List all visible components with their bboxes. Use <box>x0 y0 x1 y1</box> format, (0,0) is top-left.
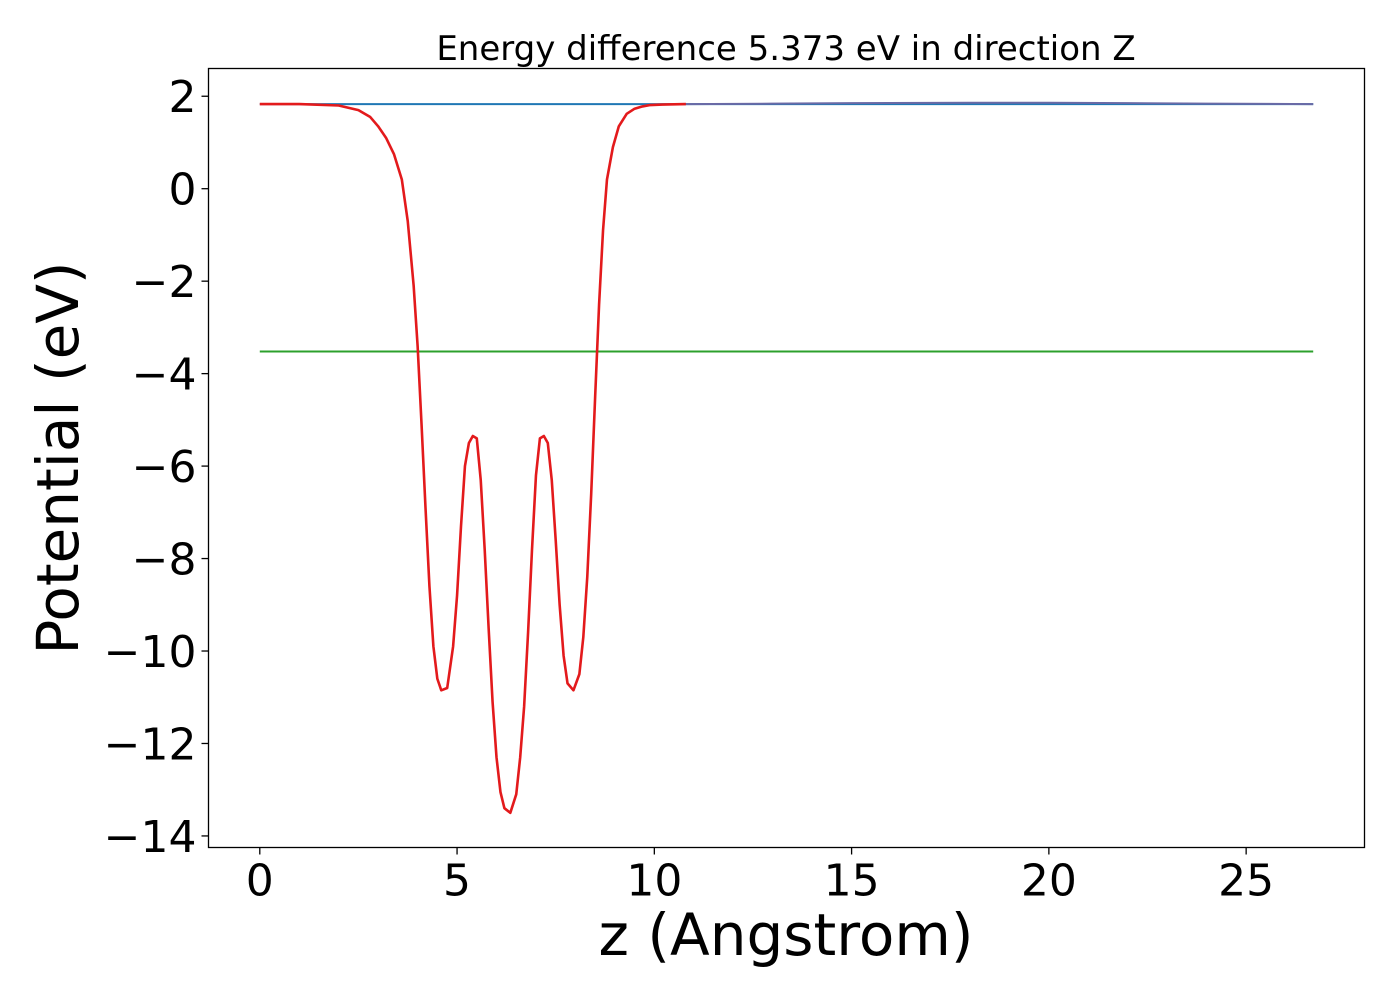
y-tick-label: −14 <box>104 812 197 863</box>
series-line-2 <box>685 101 1314 106</box>
y-tick-label: −10 <box>104 627 197 678</box>
series-line-3 <box>259 102 686 815</box>
x-tick-label: 0 <box>246 856 274 907</box>
x-tick-label: 15 <box>824 856 880 907</box>
x-axis-label: z (Angstrom) <box>599 901 974 969</box>
chart-title: Energy difference 5.373 eV in direction … <box>436 29 1135 69</box>
y-tick-label: −12 <box>104 719 197 770</box>
y-tick-label: −4 <box>132 350 197 401</box>
x-tick-label: 20 <box>1021 856 1077 907</box>
y-tick-label: 0 <box>169 165 197 216</box>
x-tick-label: 10 <box>626 856 682 907</box>
y-axis: 2 0 −2 −4 −6 −8 −10 −12 −14 <box>104 72 209 863</box>
y-tick-label: 2 <box>169 72 197 123</box>
plot-frame <box>207 67 1366 849</box>
plot-area <box>259 101 1314 815</box>
x-tick-label: 25 <box>1218 856 1274 907</box>
y-tick-label: −6 <box>132 442 197 493</box>
y-axis-label: Potential (eV) <box>24 261 92 654</box>
y-tick-label: −8 <box>132 535 197 586</box>
x-axis: 0 5 10 15 20 25 <box>246 847 1274 907</box>
y-tick-label: −2 <box>132 257 197 308</box>
x-tick-label: 5 <box>443 856 471 907</box>
